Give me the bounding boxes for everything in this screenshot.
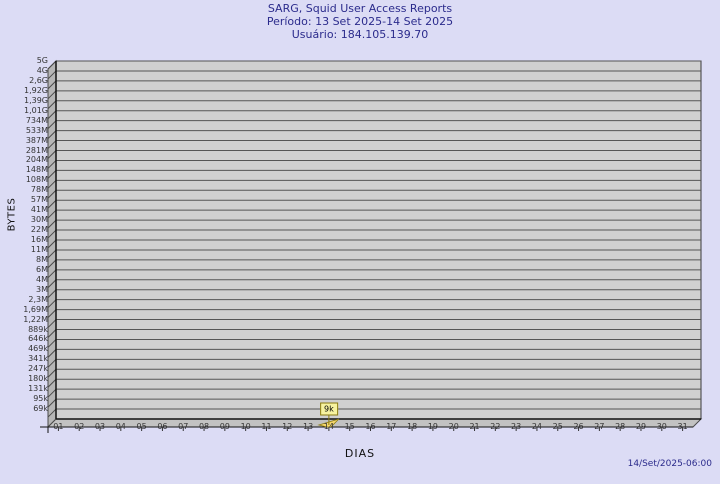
- x-axis-title: DIAS: [344, 447, 376, 460]
- y-axis-tick-label: 469k: [28, 344, 48, 354]
- y-axis-tick-label: 95k: [33, 394, 48, 404]
- x-axis-tick-label: 29: [635, 422, 647, 431]
- y-axis-tick-label: 22M: [30, 225, 48, 235]
- x-axis-tick-label: 17: [386, 422, 397, 431]
- x-axis-tick-label: 02: [74, 422, 85, 431]
- x-axis-tick-label: 21: [469, 422, 480, 431]
- y-axis-tick-label: 78M: [30, 185, 48, 195]
- y-axis-tick-label: 1,01G: [23, 105, 48, 115]
- x-axis-tick-label: 20: [448, 422, 459, 431]
- x-axis-tick-label: 22: [490, 422, 501, 431]
- x-axis-tick-label: 28: [615, 422, 626, 431]
- y-axis-tick-label: 247k: [28, 364, 48, 374]
- y-axis-tick-label: 5G: [36, 56, 48, 65]
- x-axis-tick-label: 01: [53, 422, 64, 431]
- x-axis-tick-label: 05: [136, 422, 147, 431]
- y-axis-tick-label: 108M: [25, 175, 48, 185]
- x-axis-tick-label: 13: [302, 422, 314, 431]
- y-axis-tick-label: 16M: [30, 235, 48, 244]
- report-period: Período: 13 Set 2025-14 Set 2025: [266, 15, 454, 28]
- x-axis-tick-label: 03: [94, 422, 106, 431]
- y-axis-tick-label: 2,6G: [29, 75, 48, 85]
- x-axis-tick-label: 06: [157, 422, 168, 431]
- x-axis-tick-label: 19: [427, 422, 438, 431]
- y-axis-tick-label: 1,22M: [23, 314, 48, 324]
- x-axis-tick-label: 31: [677, 422, 688, 431]
- y-axis-tick-label: 57M: [30, 195, 48, 205]
- x-axis-tick-label: 07: [178, 422, 189, 431]
- x-axis-tick-label: 04: [115, 422, 126, 431]
- x-axis-tick-label: 18: [407, 422, 418, 431]
- x-axis-tick-label: 09: [219, 422, 230, 431]
- report-title: SARG, Squid User Access Reports: [267, 2, 453, 15]
- y-axis-tick-label: 2,3M: [28, 294, 48, 304]
- x-axis-tick-label: 30: [656, 422, 667, 431]
- y-axis-ticks: 5G 4G 2,6G 1,92G 1,39G 1,01G 734M 533M 387M 281M 2…: [0, 0, 48, 480]
- x-axis-tick-label: 24: [531, 422, 543, 431]
- y-axis-tick-label: 69k: [33, 404, 48, 414]
- x-axis-tick-label: 15: [344, 422, 355, 431]
- x-axis-tick-label: 23: [511, 422, 522, 431]
- y-axis-tick-label: 11M: [30, 244, 48, 254]
- y-axis-tick-label: 41M: [30, 205, 48, 215]
- x-axis-tick-label: 08: [198, 422, 210, 431]
- y-axis-tick-label: 1,39G: [23, 95, 48, 105]
- x-axis-tick-label: 12: [282, 422, 293, 431]
- y-axis-tick-label: 1,69M: [23, 304, 48, 314]
- y-axis-tick-label: 889k: [28, 324, 48, 334]
- x-axis-tick-label: 11: [261, 422, 272, 431]
- generated-timestamp: 14/Set/2025-06:00: [627, 459, 712, 469]
- x-axis-tick-label: 14: [323, 422, 334, 431]
- y-axis-tick-label: 6M: [36, 264, 48, 274]
- y-axis-tick-label: 8M: [36, 254, 48, 264]
- data-point-label: 9k: [320, 402, 338, 416]
- y-axis-tick-label: 204M: [25, 155, 48, 165]
- report-title-block: SARG, Squid User Access Reports Período:…: [0, 2, 720, 41]
- y-axis-tick-label: 734M: [25, 115, 48, 125]
- x-axis-tick-label: 16: [365, 422, 376, 431]
- y-axis-tick-label: 180k: [28, 374, 48, 384]
- report-user: Usuário: 184.105.139.70: [291, 28, 429, 41]
- x-axis-tick-label: 10: [240, 422, 251, 431]
- y-axis-tick-label: 30M: [30, 215, 48, 225]
- x-axis-tick-label: 26: [573, 422, 584, 431]
- x-axis-tick-label: 27: [594, 422, 605, 431]
- y-axis-tick-label: 1,92G: [23, 85, 48, 95]
- y-axis-tick-label: 131k: [28, 384, 48, 394]
- y-axis-tick-label: 533M: [25, 125, 48, 135]
- y-axis-tick-label: 646k: [28, 334, 48, 344]
- y-axis-tick-label: 387M: [25, 135, 48, 145]
- y-axis-tick-label: 3M: [36, 284, 48, 294]
- y-axis-tick-label: 341k: [28, 354, 48, 364]
- y-axis-tick-label: 148M: [25, 165, 48, 175]
- x-axis-tick-label: 25: [552, 422, 563, 431]
- y-axis-tick-label: 281M: [25, 145, 48, 155]
- y-axis-tick-label: 4M: [36, 274, 48, 284]
- y-axis-tick-label: 4G: [36, 65, 48, 75]
